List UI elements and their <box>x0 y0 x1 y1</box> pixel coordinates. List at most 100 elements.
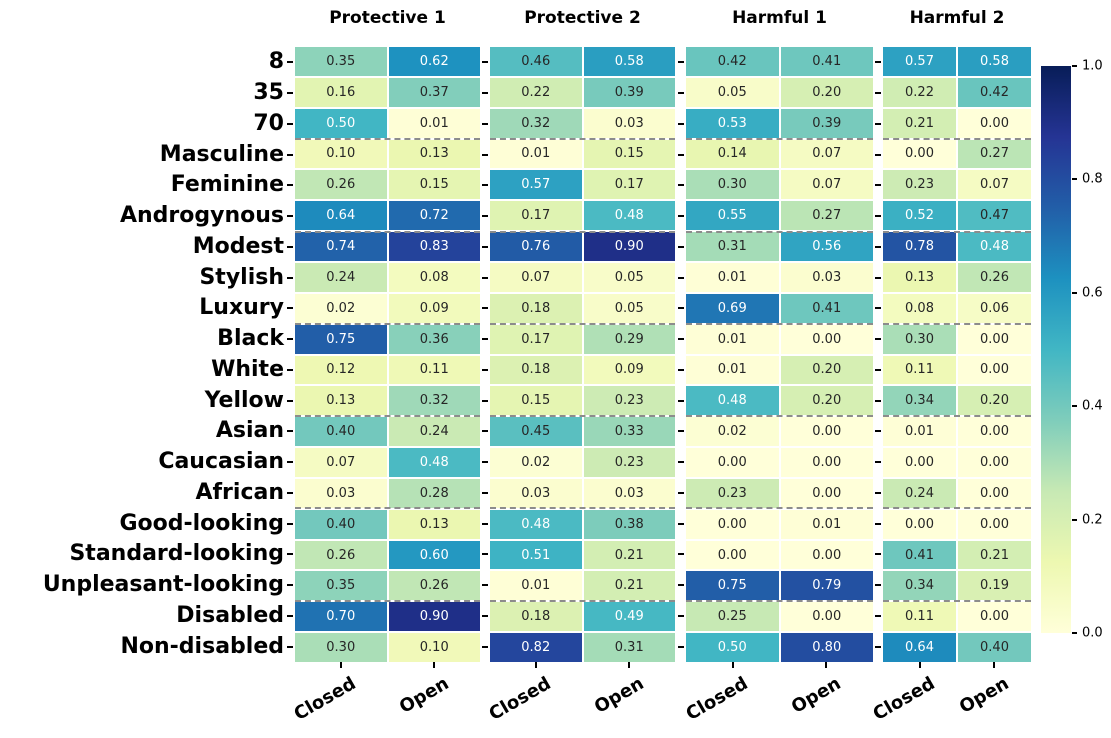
row-group-separator <box>686 230 873 233</box>
colorbar-tick-label: 0.8 <box>1082 171 1103 187</box>
heatmap-panel: 0.57 0.58 0.22 0.42 0.21 0.00 0.00 0.27 0.23 0.07… <box>883 47 1031 662</box>
heatmap-cell: 0.34 <box>883 571 956 601</box>
heatmap-cell: 0.15 <box>490 386 582 416</box>
y-tick-mark <box>678 491 684 494</box>
y-tick-mark <box>875 491 881 494</box>
heatmap-cell: 0.00 <box>780 324 873 354</box>
y-tick-mark <box>678 276 684 279</box>
heatmap-cell: 0.01 <box>686 324 779 354</box>
heatmap-cell: 0.24 <box>295 262 387 292</box>
heatmap-cell: 0.03 <box>780 262 873 292</box>
heatmap-cell: 0.76 <box>490 232 582 261</box>
colorbar-tick-mark <box>1072 178 1077 181</box>
heatmap-cell: 0.01 <box>686 355 779 385</box>
y-tick-mark <box>875 645 881 648</box>
heatmap-cell: 0.15 <box>388 170 480 200</box>
row-group-separator <box>883 599 1031 602</box>
heatmap-cell: 0.53 <box>686 108 779 138</box>
heatmap-cell: 0.08 <box>883 293 956 323</box>
heatmap-cell: 0.00 <box>780 602 873 632</box>
y-tick-mark <box>287 553 293 556</box>
y-tick-mark <box>875 430 881 433</box>
heatmap-cell: 0.90 <box>388 602 480 632</box>
heatmap-cell: 0.03 <box>583 108 675 138</box>
x-tick-mark <box>919 662 921 668</box>
heatmap-cell: 0.16 <box>295 77 387 107</box>
y-tick-mark <box>482 461 488 464</box>
y-tick-mark <box>875 461 881 464</box>
y-tick-mark <box>287 61 293 64</box>
y-tick-mark <box>678 430 684 433</box>
y-tick-mark <box>678 522 684 525</box>
x-tick-mark <box>627 662 630 668</box>
y-tick-mark <box>482 614 488 617</box>
y-tick-mark <box>875 153 881 156</box>
heatmap-cell: 0.48 <box>388 448 480 477</box>
heatmap-cell: 0.39 <box>583 77 675 107</box>
row-group-separator <box>490 507 675 510</box>
heatmap-cell: 0.18 <box>490 602 582 632</box>
heatmap-cell: 0.01 <box>388 108 480 138</box>
colorbar-tick-mark <box>1072 405 1077 408</box>
heatmap-cell: 0.26 <box>295 170 387 200</box>
heatmap-cell: 0.30 <box>686 170 779 200</box>
heatmap-cell: 0.26 <box>295 540 387 570</box>
heatmap-cell: 0.39 <box>780 108 873 138</box>
heatmap-cell: 0.00 <box>883 448 956 477</box>
row-label: Good-looking <box>119 510 284 536</box>
row-group-separator <box>490 415 675 417</box>
heatmap-cell: 0.12 <box>295 355 387 385</box>
heatmap-cell: 0.00 <box>780 540 873 570</box>
heatmap-cell: 0.07 <box>295 448 387 477</box>
heatmap-cell: 0.27 <box>780 201 873 231</box>
heatmap-cell: 0.17 <box>583 170 675 200</box>
heatmap-cell: 0.11 <box>883 602 956 632</box>
row-group-separator <box>883 415 1031 417</box>
heatmap-cell: 0.58 <box>958 47 1031 76</box>
heatmap-cell: 0.00 <box>883 509 956 539</box>
heatmap-cell: 0.20 <box>780 77 873 107</box>
y-tick-mark <box>482 553 488 556</box>
y-tick-mark <box>678 92 684 95</box>
y-tick-mark <box>482 276 488 279</box>
heatmap-cell: 0.00 <box>958 478 1031 508</box>
row-label: Black <box>217 326 284 352</box>
heatmap-cell: 0.38 <box>583 509 675 539</box>
y-tick-mark <box>875 184 881 187</box>
heatmap-cell: 0.90 <box>583 232 675 261</box>
heatmap-cell: 0.20 <box>780 355 873 385</box>
heatmap-cell: 0.17 <box>490 201 582 231</box>
heatmap-cell: 0.72 <box>388 201 480 231</box>
x-tick-label: Closed <box>682 673 752 725</box>
heatmap-cell: 0.26 <box>958 262 1031 292</box>
row-labels: 8 35 70 Masculine Feminine Androgynous Modest S… <box>0 47 284 662</box>
colorbar-tick-mark <box>1072 65 1077 67</box>
heatmap-cell: 0.37 <box>388 77 480 107</box>
y-tick-mark <box>482 399 488 402</box>
heatmap-cell: 0.32 <box>490 108 582 138</box>
y-tick-mark <box>482 307 488 310</box>
heatmap-cell: 0.45 <box>490 417 582 447</box>
x-tick-mark <box>340 662 343 668</box>
heatmap-cell: 0.05 <box>686 77 779 107</box>
heatmap-cell: 0.00 <box>958 324 1031 354</box>
row-label: Luxury <box>199 295 284 321</box>
y-tick-mark <box>875 584 881 587</box>
panel-title: Harmful 1 <box>732 8 827 28</box>
heatmap-cell: 0.60 <box>388 540 480 570</box>
row-group-separator <box>883 230 1031 233</box>
y-tick-mark <box>678 153 684 156</box>
heatmap-cell: 0.21 <box>583 540 675 570</box>
row-group-separator <box>490 138 675 141</box>
y-tick-mark <box>678 368 684 371</box>
heatmap-cell: 0.00 <box>958 509 1031 539</box>
x-tick-label: Open <box>590 673 648 718</box>
heatmap-cell: 0.46 <box>490 47 582 76</box>
y-tick-mark <box>287 215 293 218</box>
heatmap-cell: 0.30 <box>295 633 387 662</box>
heatmap-cell: 0.31 <box>686 232 779 261</box>
colorbar-tick-mark <box>1072 518 1077 521</box>
heatmap-cell: 0.40 <box>295 509 387 539</box>
y-tick-mark <box>678 338 684 341</box>
heatmap-cell: 0.00 <box>958 355 1031 385</box>
